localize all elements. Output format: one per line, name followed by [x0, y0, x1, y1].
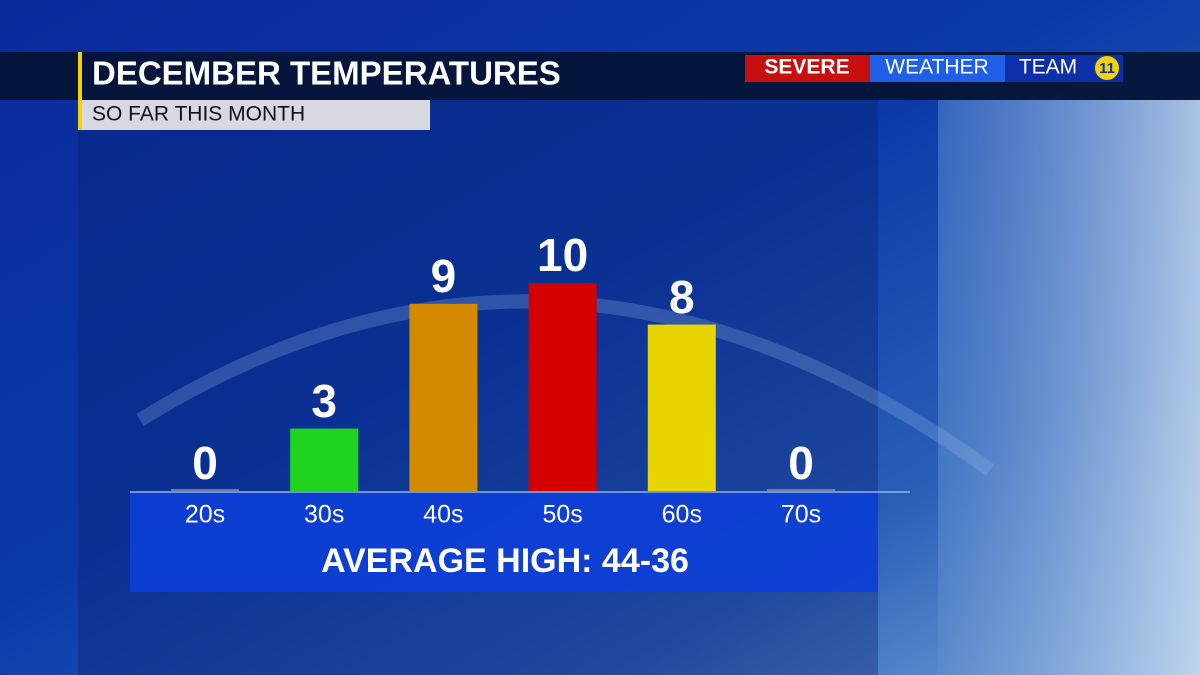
value-label: 9	[431, 250, 457, 302]
logo-severe: SEVERE	[764, 56, 849, 79]
bar	[767, 489, 835, 491]
bar	[290, 428, 359, 491]
value-label: 0	[192, 437, 218, 489]
title-accent	[78, 52, 82, 130]
bar	[171, 489, 239, 491]
logo-severe-box	[745, 55, 870, 82]
x-tick-label: 40s	[423, 501, 463, 529]
x-tick-label: 30s	[304, 501, 344, 529]
value-label: 3	[311, 375, 337, 427]
logo-circle	[1095, 56, 1119, 80]
category-band	[130, 492, 878, 592]
sky-panel	[938, 100, 1200, 675]
logo-team: TEAM	[1019, 56, 1077, 79]
x-tick-label: 20s	[185, 501, 225, 529]
x-tick-label: 70s	[781, 501, 821, 529]
bar	[409, 303, 478, 491]
bar	[528, 283, 597, 491]
value-label: 8	[669, 271, 695, 323]
subtitle-box	[82, 100, 430, 130]
chart-title: DECEMBER TEMPERATURES	[92, 55, 561, 92]
footer: AVERAGE HIGH: 44-36	[321, 542, 689, 580]
logo-weather: WEATHER	[885, 56, 988, 79]
bar	[647, 324, 716, 491]
value-label: 10	[537, 229, 588, 281]
value-label: 0	[788, 437, 814, 489]
x-tick-label: 60s	[662, 501, 702, 529]
logo-weather-box	[870, 55, 1005, 82]
chart-subtitle: SO FAR THIS MONTH	[92, 103, 305, 126]
logo-channel: 11	[1099, 60, 1115, 77]
x-tick-label: 50s	[542, 501, 582, 529]
